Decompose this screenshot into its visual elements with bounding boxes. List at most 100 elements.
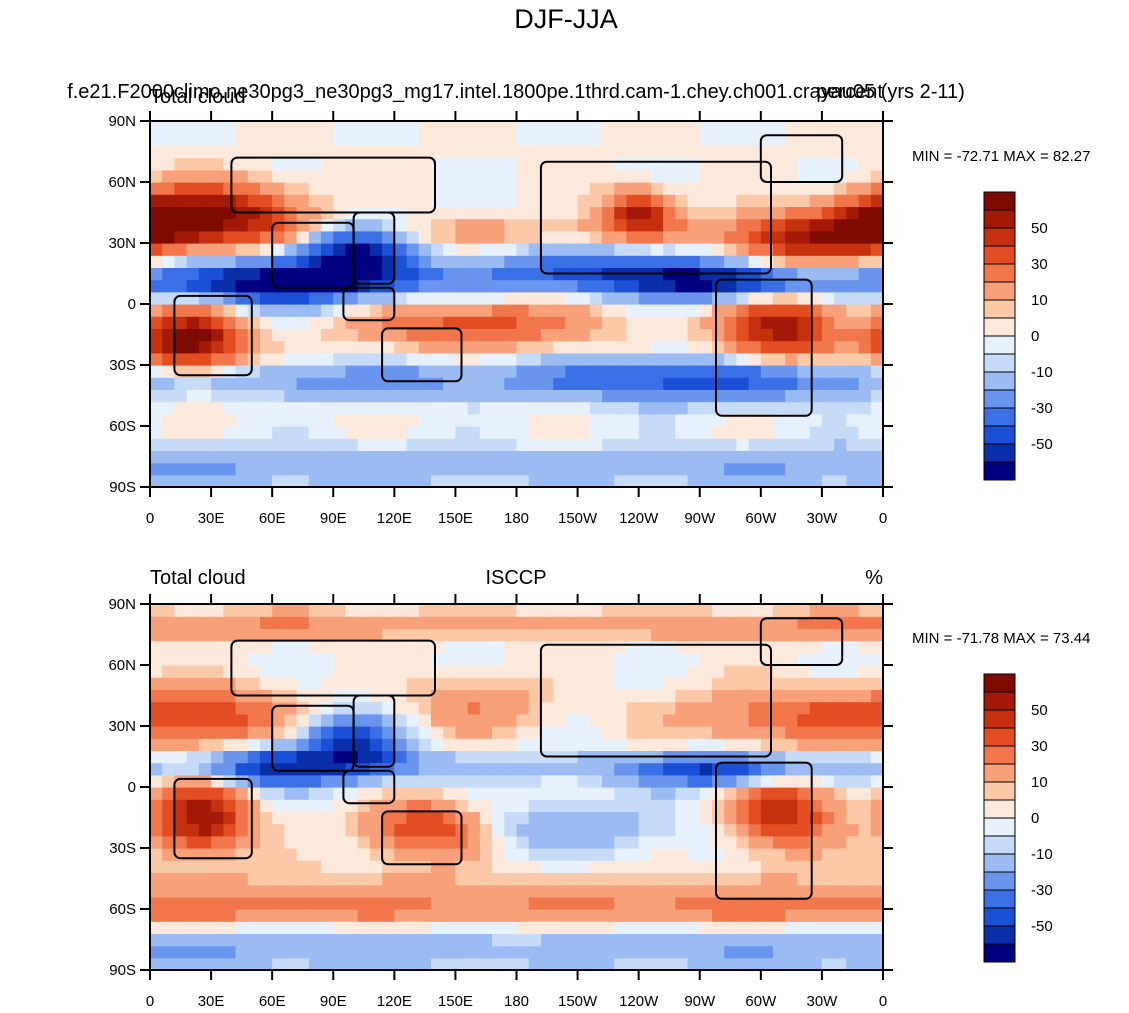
field-cell: [553, 774, 566, 788]
field-cell: [602, 438, 615, 451]
field-cell: [223, 689, 237, 703]
field-cell: [724, 389, 737, 403]
field-cell: [577, 677, 591, 690]
field-cell: [430, 377, 444, 390]
field-cell: [846, 787, 860, 800]
field-cell: [736, 848, 750, 861]
field-cell: [259, 896, 273, 910]
field-cell: [272, 957, 285, 971]
field-cell: [834, 389, 847, 403]
field-cell: [553, 133, 566, 146]
field-cell: [418, 401, 432, 415]
field-cell: [809, 726, 823, 739]
field-cell: [846, 377, 860, 390]
field-cell: [150, 848, 163, 861]
field-cell: [455, 628, 469, 642]
field-cell: [711, 774, 725, 788]
field-cell: [675, 799, 689, 812]
field-cell: [785, 352, 799, 366]
field-cell: [211, 823, 224, 837]
field-cell: [553, 689, 566, 703]
field-cell: [834, 121, 847, 134]
field-cell: [821, 206, 835, 220]
field-cell: [589, 316, 603, 329]
field-cell: [394, 304, 408, 317]
field-cell: [333, 677, 347, 690]
field-cell: [809, 762, 823, 776]
field-cell: [211, 316, 224, 329]
field-cell: [235, 860, 249, 873]
field-cell: [443, 194, 457, 207]
field-cell: [650, 860, 664, 873]
field-cell: [821, 145, 835, 159]
field-cell: [553, 450, 566, 464]
field-cell: [186, 604, 200, 617]
field-cell: [650, 438, 664, 451]
field-cell: [773, 945, 786, 959]
field-cell: [602, 243, 615, 256]
field-cell: [259, 823, 273, 837]
field-cell: [259, 462, 273, 476]
field-cell: [321, 145, 334, 159]
field-cell: [553, 304, 566, 317]
field-cell: [418, 640, 432, 654]
field-cell: [748, 389, 762, 403]
field-cell: [345, 182, 359, 195]
field-cell: [773, 811, 786, 825]
field-cell: [858, 762, 872, 776]
field-cell: [724, 665, 737, 678]
field-cell: [430, 896, 444, 910]
field-cell: [369, 121, 383, 134]
field-cell: [162, 616, 176, 629]
field-cell: [626, 328, 640, 342]
field-cell: [406, 750, 420, 764]
field-cell: [834, 352, 847, 366]
field-cell: [357, 279, 371, 293]
field-cell: [687, 145, 701, 159]
field-cell: [785, 255, 799, 268]
x-tick-label: 90E: [320, 993, 347, 1010]
field-cell: [333, 848, 347, 861]
field-cell: [406, 872, 420, 886]
field-cell: [626, 640, 640, 654]
field-cell: [650, 328, 664, 342]
field-cell: [369, 182, 383, 195]
field-cell: [198, 677, 212, 690]
field-cell: [577, 774, 591, 788]
field-cell: [577, 909, 591, 922]
field-cell: [638, 787, 652, 800]
field-cell: [699, 328, 713, 342]
field-cell: [394, 726, 408, 739]
field-cell: [760, 291, 774, 305]
field-cell: [235, 304, 249, 317]
field-cell: [528, 689, 542, 703]
field-cell: [773, 279, 786, 293]
field-cell: [174, 474, 188, 488]
field-cell: [211, 121, 224, 134]
field-cell: [773, 426, 786, 439]
field-cell: [235, 267, 249, 281]
field-cell: [272, 872, 285, 886]
field-cell: [150, 884, 163, 898]
field-cell: [223, 677, 237, 690]
field-cell: [614, 652, 628, 666]
field-cell: [870, 413, 884, 427]
field-cell: [479, 243, 493, 256]
field-cell: [235, 677, 249, 690]
field-cell: [785, 811, 799, 825]
field-cell: [479, 799, 493, 812]
field-cell: [272, 462, 285, 476]
field-cell: [834, 413, 847, 427]
field-cell: [846, 713, 860, 727]
field-cell: [357, 389, 371, 403]
field-cell: [369, 426, 383, 439]
field-cell: [259, 884, 273, 898]
field-cell: [760, 774, 774, 788]
field-cell: [565, 279, 579, 293]
field-cell: [870, 604, 884, 617]
field-cell: [650, 145, 664, 159]
field-cell: [602, 738, 615, 751]
field-cell: [357, 909, 371, 922]
field-cell: [650, 169, 664, 183]
field-cell: [198, 665, 212, 678]
